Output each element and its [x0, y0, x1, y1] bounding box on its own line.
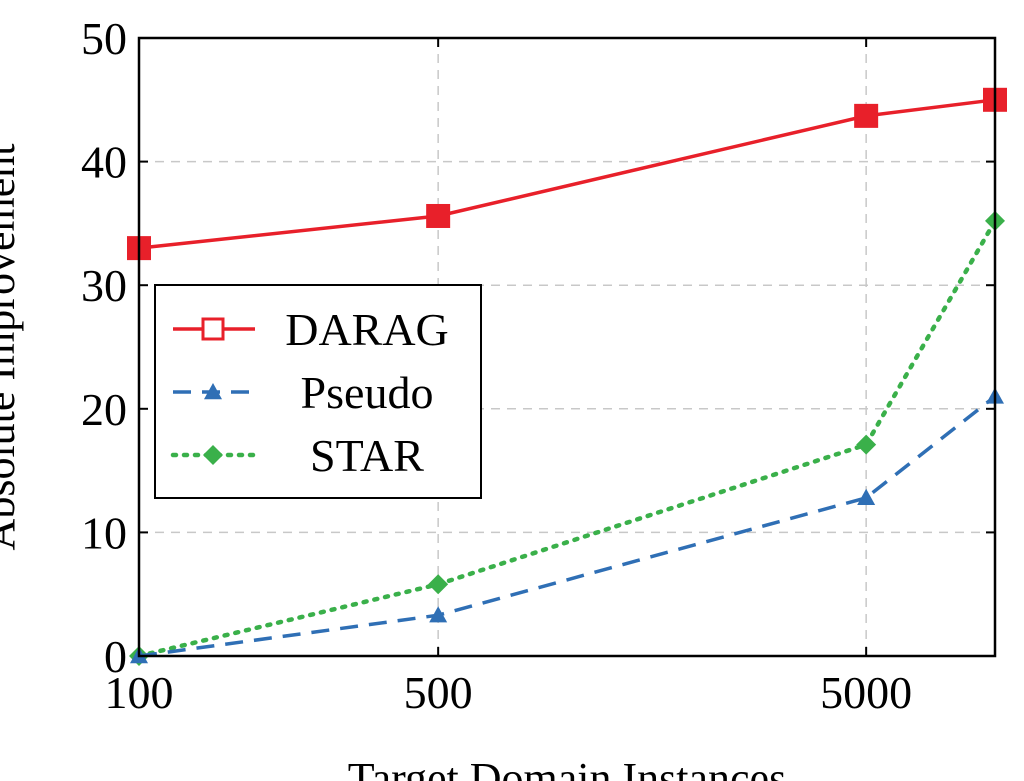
legend-marker	[204, 383, 222, 400]
y-tick-label: 10	[81, 507, 127, 558]
x-axis-title: Target Domain Instances	[348, 754, 786, 781]
plot-frame	[137, 36, 997, 658]
axis-ticks: 0 10 20 30 40 50 100 500 5000	[81, 13, 995, 718]
legend-entry-pseudo: Pseudo	[173, 367, 433, 418]
y-tick-label: 30	[81, 260, 127, 311]
data-point-pseudo	[429, 606, 448, 623]
series-line-pseudo	[138, 395, 997, 658]
y-tick-label: 20	[81, 384, 127, 435]
legend-label: Pseudo	[301, 367, 434, 418]
legend-marker	[203, 445, 223, 465]
legend: DARAG Pseudo STAR	[154, 284, 482, 499]
data-point-darag	[854, 103, 879, 128]
x-tick-label: 5000	[820, 667, 912, 718]
data-point-pseudo	[857, 488, 876, 505]
y-axis-title: Absolute Improvement	[0, 144, 24, 551]
x-tick-label: 100	[105, 667, 174, 718]
y-tick-label: 50	[81, 13, 127, 64]
series-darag	[127, 87, 1007, 261]
data-point-star	[428, 574, 449, 595]
series-line-star	[136, 218, 998, 659]
legend-entry-darag: DARAG	[173, 304, 449, 355]
y-tick-label: 40	[81, 137, 127, 188]
data-point-darag	[426, 203, 451, 228]
x-tick-label: 500	[404, 667, 473, 718]
legend-entry-star: STAR	[170, 430, 424, 481]
y-tick-label: 0	[104, 631, 127, 682]
legend-label: STAR	[310, 430, 424, 481]
series-line-darag	[138, 98, 996, 250]
data-point-star	[856, 434, 877, 455]
legend-label: DARAG	[285, 304, 449, 355]
series-layer	[127, 87, 1007, 666]
legend-marker	[201, 317, 225, 341]
